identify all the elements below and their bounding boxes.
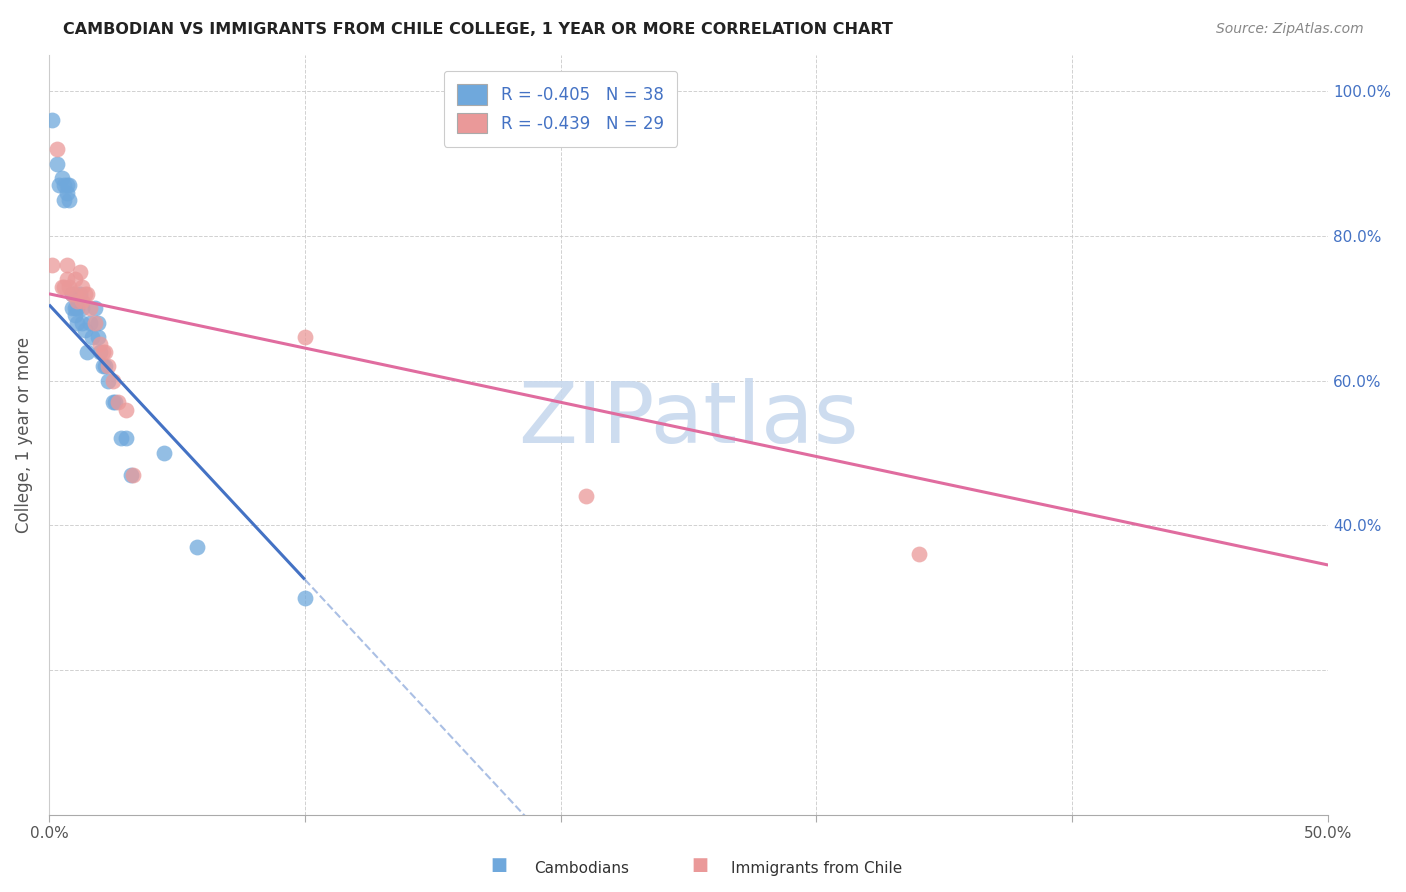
Point [63, 301, 86, 316]
Point [53, 178, 76, 193]
Point [56, 178, 79, 193]
Point [86, 316, 108, 330]
Point [53, 193, 76, 207]
Point [86, 330, 108, 344]
Text: ZIPatlas: ZIPatlas [519, 378, 859, 461]
Point [94, 344, 117, 359]
Text: CAMBODIAN VS IMMIGRANTS FROM CHILE COLLEGE, 1 YEAR OR MORE CORRELATION CHART: CAMBODIAN VS IMMIGRANTS FROM CHILE COLLE… [63, 22, 893, 37]
Text: ■: ■ [692, 856, 709, 874]
Point [114, 402, 136, 417]
Point [84, 301, 107, 316]
Point [153, 446, 176, 460]
Point [122, 467, 145, 482]
Point [82, 330, 104, 344]
Point [76, 344, 98, 359]
Point [575, 489, 598, 503]
Point [69, 265, 91, 279]
Point [294, 591, 316, 605]
Point [110, 432, 132, 446]
Legend: R = -0.405   N = 38, R = -0.439   N = 29: R = -0.405 N = 38, R = -0.439 N = 29 [444, 71, 678, 146]
Point [101, 374, 124, 388]
Point [66, 301, 89, 316]
Point [101, 395, 124, 409]
Point [56, 258, 79, 272]
Point [48, 178, 70, 193]
Point [58, 178, 80, 193]
Point [907, 547, 929, 561]
Point [97, 374, 120, 388]
Point [63, 286, 86, 301]
Point [45, 156, 67, 170]
Point [89, 344, 111, 359]
Point [91, 359, 114, 373]
Point [63, 309, 86, 323]
Point [41, 258, 63, 272]
Point [104, 395, 127, 409]
Point [60, 286, 83, 301]
Point [97, 359, 120, 373]
Text: Cambodians: Cambodians [534, 861, 630, 876]
Point [84, 316, 107, 330]
Point [186, 540, 208, 554]
Point [70, 293, 93, 308]
Point [94, 359, 117, 373]
Point [73, 323, 96, 337]
Point [70, 301, 93, 316]
Point [56, 186, 79, 200]
Point [53, 279, 76, 293]
Point [76, 286, 98, 301]
Text: Source: ZipAtlas.com: Source: ZipAtlas.com [1216, 22, 1364, 37]
Point [51, 279, 73, 293]
Text: ■: ■ [491, 856, 508, 874]
Point [89, 337, 111, 351]
Point [69, 286, 91, 301]
Point [70, 316, 93, 330]
Point [41, 113, 63, 128]
Point [60, 301, 83, 316]
Point [56, 272, 79, 286]
Point [107, 395, 129, 409]
Point [66, 316, 89, 330]
Point [91, 344, 114, 359]
Point [58, 279, 80, 293]
Point [45, 142, 67, 156]
Point [114, 432, 136, 446]
Point [120, 467, 142, 482]
Point [79, 301, 101, 316]
Point [58, 193, 80, 207]
Point [66, 293, 89, 308]
Point [63, 272, 86, 286]
Point [60, 286, 83, 301]
Point [73, 286, 96, 301]
Point [70, 279, 93, 293]
Text: Immigrants from Chile: Immigrants from Chile [731, 861, 903, 876]
Y-axis label: College, 1 year or more: College, 1 year or more [15, 337, 32, 533]
Point [51, 171, 73, 186]
Point [79, 316, 101, 330]
Point [294, 330, 316, 344]
